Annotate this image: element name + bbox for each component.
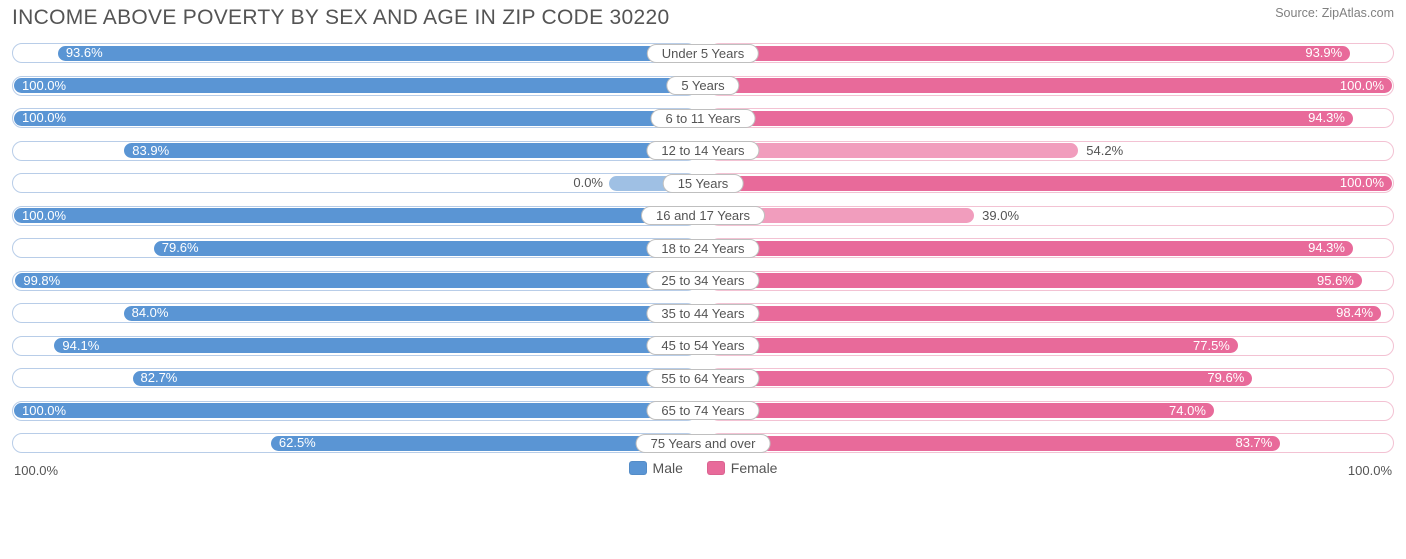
bar-female	[707, 241, 1353, 256]
chart-source: Source: ZipAtlas.com	[1275, 6, 1394, 20]
legend-label-female: Female	[731, 460, 778, 476]
value-female: 100.0%	[1340, 175, 1384, 190]
chart-row: 100.0% 74.0% 65 to 74 Years	[12, 398, 1394, 424]
bar-female	[707, 111, 1353, 126]
bar-female	[707, 338, 1238, 353]
value-male: 84.0%	[132, 305, 169, 320]
category-label: 18 to 24 Years	[646, 239, 759, 258]
chart-row: 93.6% 93.9% Under 5 Years	[12, 40, 1394, 66]
bar-female	[707, 78, 1392, 93]
bar-male	[54, 338, 699, 353]
axis-right-label: 100.0%	[1348, 463, 1392, 478]
value-female: 77.5%	[1193, 338, 1230, 353]
value-female: 74.0%	[1169, 403, 1206, 418]
header: INCOME ABOVE POVERTY BY SEX AND AGE IN Z…	[12, 6, 1394, 30]
value-male: 100.0%	[22, 110, 66, 125]
category-label: 45 to 54 Years	[646, 336, 759, 355]
value-male: 100.0%	[22, 403, 66, 418]
value-female: 94.3%	[1308, 110, 1345, 125]
chart-row: 82.7% 79.6% 55 to 64 Years	[12, 365, 1394, 391]
chart-title: INCOME ABOVE POVERTY BY SEX AND AGE IN Z…	[12, 6, 669, 30]
chart-row: 83.9% 54.2% 12 to 14 Years	[12, 138, 1394, 164]
chart-row: 100.0% 39.0% 16 and 17 Years	[12, 203, 1394, 229]
chart-row: 62.5% 83.7% 75 Years and over	[12, 430, 1394, 456]
value-male: 100.0%	[22, 208, 66, 223]
legend-swatch-female	[707, 461, 725, 475]
bar-female	[707, 176, 1392, 191]
bar-male	[14, 111, 699, 126]
category-label: 16 and 17 Years	[641, 206, 765, 225]
value-male: 0.0%	[573, 175, 603, 190]
bar-male	[124, 306, 699, 321]
bar-male	[14, 208, 699, 223]
category-label: 35 to 44 Years	[646, 304, 759, 323]
bar-female	[707, 436, 1280, 451]
chart-row: 0.0% 100.0% 15 Years	[12, 170, 1394, 196]
value-male: 62.5%	[279, 435, 316, 450]
value-female: 79.6%	[1207, 370, 1244, 385]
axis-left-label: 100.0%	[14, 463, 58, 478]
bar-male	[133, 371, 699, 386]
bar-male	[14, 78, 699, 93]
chart-container: INCOME ABOVE POVERTY BY SEX AND AGE IN Z…	[0, 0, 1406, 488]
chart-row: 84.0% 98.4% 35 to 44 Years	[12, 300, 1394, 326]
value-male: 94.1%	[62, 338, 99, 353]
bar-male	[124, 143, 699, 158]
value-female: 39.0%	[982, 208, 1019, 223]
value-male: 93.6%	[66, 45, 103, 60]
chart-row: 100.0% 94.3% 6 to 11 Years	[12, 105, 1394, 131]
category-label: 5 Years	[666, 76, 739, 95]
value-female: 98.4%	[1336, 305, 1373, 320]
value-female: 94.3%	[1308, 240, 1345, 255]
legend: Male Female	[12, 460, 1394, 478]
value-female: 83.7%	[1235, 435, 1272, 450]
value-male: 82.7%	[141, 370, 178, 385]
bar-male	[154, 241, 699, 256]
category-label: 75 Years and over	[636, 434, 771, 453]
value-female: 93.9%	[1305, 45, 1342, 60]
value-male: 79.6%	[162, 240, 199, 255]
bar-female	[707, 273, 1362, 288]
legend-label-male: Male	[653, 460, 683, 476]
category-label: 6 to 11 Years	[651, 109, 756, 128]
category-label: 55 to 64 Years	[646, 369, 759, 388]
chart-row: 100.0% 100.0% 5 Years	[12, 73, 1394, 99]
chart-row: 79.6% 94.3% 18 to 24 Years	[12, 235, 1394, 261]
bar-female	[707, 143, 1078, 158]
legend-swatch-male	[629, 461, 647, 475]
value-male: 99.8%	[23, 273, 60, 288]
chart-row: 94.1% 77.5% 45 to 54 Years	[12, 333, 1394, 359]
bar-male	[58, 46, 699, 61]
value-female: 95.6%	[1317, 273, 1354, 288]
value-female: 100.0%	[1340, 78, 1384, 93]
bar-female	[707, 403, 1214, 418]
bar-female	[707, 371, 1252, 386]
value-male: 83.9%	[132, 143, 169, 158]
category-label: 65 to 74 Years	[646, 401, 759, 420]
bar-female	[707, 306, 1381, 321]
value-male: 100.0%	[22, 78, 66, 93]
category-label: Under 5 Years	[647, 44, 759, 63]
category-label: 15 Years	[663, 174, 744, 193]
bar-female	[707, 46, 1350, 61]
bar-male	[14, 403, 699, 418]
legend-item-male: Male	[629, 460, 683, 476]
category-label: 25 to 34 Years	[646, 271, 759, 290]
diverging-bar-chart: 93.6% 93.9% Under 5 Years 100.0% 100.0% 5 Yea…	[12, 40, 1394, 456]
bar-male	[15, 273, 699, 288]
legend-item-female: Female	[707, 460, 778, 476]
value-female: 54.2%	[1086, 143, 1123, 158]
chart-row: 99.8% 95.6% 25 to 34 Years	[12, 268, 1394, 294]
category-label: 12 to 14 Years	[646, 141, 759, 160]
